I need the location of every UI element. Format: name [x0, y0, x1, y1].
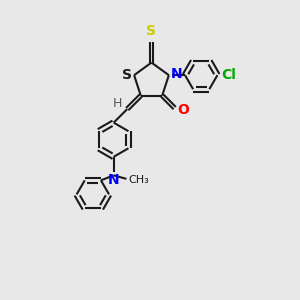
- Text: N: N: [171, 67, 183, 81]
- Text: CH₃: CH₃: [128, 176, 148, 185]
- Text: H: H: [112, 97, 122, 110]
- Text: Cl: Cl: [221, 68, 236, 82]
- Text: O: O: [178, 103, 190, 116]
- Text: N: N: [108, 173, 119, 187]
- Text: S: S: [122, 68, 132, 82]
- Text: S: S: [146, 24, 157, 38]
